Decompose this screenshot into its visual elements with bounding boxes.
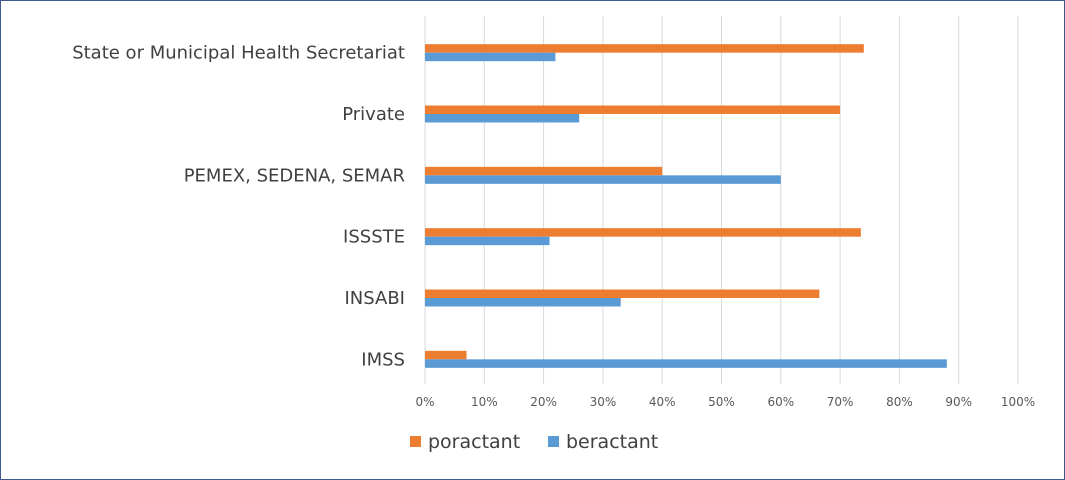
category-label: State or Municipal Health Secretariat [72, 43, 405, 64]
legend-swatch-poractant [410, 436, 421, 447]
x-tick-label: 50% [708, 395, 735, 409]
category-label: Private [342, 104, 405, 125]
bar-beractant [425, 298, 621, 307]
x-tick-label: 20% [530, 395, 557, 409]
bar-poractant [425, 350, 467, 360]
bar-poractant [425, 105, 841, 114]
x-tick-label: 90% [945, 395, 972, 409]
legend-swatch-beractant [548, 436, 559, 447]
x-tick-label: 30% [590, 395, 617, 409]
bar-poractant [425, 166, 663, 176]
category-label: INSABI [344, 288, 405, 309]
x-tick-label: 60% [767, 395, 794, 409]
bar-beractant [425, 359, 947, 368]
x-tick-label: 100% [1001, 395, 1035, 409]
category-label: PEMEX, SEDENA, SEMAR [184, 165, 405, 186]
bar-beractant [425, 52, 556, 62]
bar-poractant [425, 289, 820, 298]
x-tick-label: 80% [886, 395, 913, 409]
x-tick-labels: 0% 10% 20% 30% 40% 50% 60% 70% 80% 90% 100% [415, 395, 1035, 409]
gridlines [424, 16, 1019, 384]
x-tick-label: 10% [471, 395, 498, 409]
category-label: IMSS [361, 349, 405, 370]
bar-poractant [425, 44, 864, 53]
x-tick-label: 70% [827, 395, 854, 409]
bar-beractant [425, 114, 580, 123]
legend: poractant beractant [410, 431, 658, 453]
bars-group [425, 44, 947, 368]
bar-beractant [425, 175, 781, 184]
category-label: ISSSTE [343, 227, 405, 248]
legend-label-beractant: beractant [566, 431, 658, 453]
bar-poractant [425, 228, 861, 237]
legend-label-poractant: poractant [428, 431, 520, 453]
category-labels: State or Municipal Health Secretariat Pri… [72, 43, 405, 371]
x-tick-label: 40% [649, 395, 676, 409]
bar-beractant [425, 236, 550, 246]
x-tick-label: 0% [415, 395, 434, 409]
